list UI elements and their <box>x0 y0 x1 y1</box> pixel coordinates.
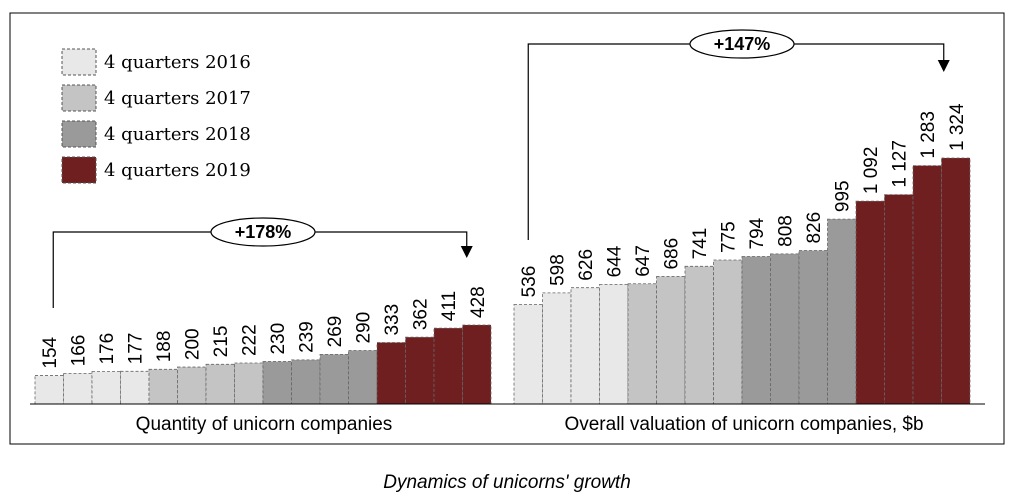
bar-quantity-10 <box>291 359 321 405</box>
value-label-valuation-7: 741 <box>690 228 711 260</box>
value-label-quantity-13: 333 <box>382 304 403 336</box>
value-label-valuation-4: 644 <box>605 245 626 277</box>
value-label-quantity-7: 215 <box>211 326 232 358</box>
bar-valuation-13 <box>855 200 885 405</box>
quantity-axis-label: Quantity of unicorn companies <box>136 414 393 435</box>
bar-valuation-8 <box>713 259 743 405</box>
bar-quantity-3 <box>91 371 121 405</box>
value-label-quantity-6: 200 <box>183 328 204 360</box>
bar-valuation-2 <box>542 292 572 405</box>
bar-quantity-14 <box>405 336 435 405</box>
value-label-valuation-6: 686 <box>662 238 683 270</box>
valuation-growth-annotation: +147% <box>527 29 950 240</box>
value-label-valuation-16: 1 324 <box>947 103 968 151</box>
growth-percent-label: +147% <box>714 34 771 54</box>
bar-quantity-13 <box>376 342 406 405</box>
bar-valuation-10 <box>770 253 800 405</box>
value-label-valuation-9: 794 <box>747 217 768 249</box>
value-label-valuation-1: 536 <box>519 266 540 298</box>
value-label-valuation-12: 995 <box>833 180 854 212</box>
legend-label-3: 4 quarters 2018 <box>104 124 251 145</box>
value-label-valuation-8: 775 <box>719 221 740 253</box>
value-label-valuation-10: 808 <box>776 215 797 247</box>
valuation-bars <box>513 157 971 405</box>
value-label-quantity-12: 290 <box>354 312 375 344</box>
value-label-quantity-1: 154 <box>40 336 61 368</box>
quantity-bars <box>34 324 492 405</box>
bar-quantity-15 <box>433 327 463 405</box>
value-label-valuation-15: 1 283 <box>918 111 939 159</box>
growth-percent-label: +178% <box>235 222 292 242</box>
bar-valuation-14 <box>884 194 914 405</box>
value-label-quantity-14: 362 <box>411 298 432 330</box>
bar-valuation-9 <box>741 256 771 405</box>
value-label-valuation-2: 598 <box>548 254 569 286</box>
value-label-quantity-11: 269 <box>325 316 346 348</box>
bar-quantity-16 <box>462 324 492 405</box>
bar-quantity-4 <box>120 370 150 405</box>
bar-quantity-5 <box>148 368 178 405</box>
valuation-axis-label: Overall valuation of unicorn companies, … <box>564 414 923 435</box>
bar-quantity-11 <box>319 353 349 405</box>
growth-badge <box>689 29 795 59</box>
bar-valuation-11 <box>798 250 828 405</box>
bar-quantity-1 <box>34 375 64 405</box>
chart-caption: Dynamics of unicorns' growth <box>383 472 631 493</box>
value-label-quantity-8: 222 <box>240 324 261 356</box>
bar-quantity-7 <box>205 363 235 405</box>
value-label-valuation-3: 626 <box>576 249 597 281</box>
bar-valuation-6 <box>656 276 686 405</box>
legend-swatch-2 <box>61 84 97 112</box>
value-label-quantity-4: 177 <box>126 333 147 365</box>
value-label-quantity-16: 428 <box>468 286 489 318</box>
value-label-quantity-9: 230 <box>268 323 289 355</box>
growth-arrow-head <box>460 246 473 258</box>
bar-quantity-12 <box>348 350 378 405</box>
legend-label-1: 4 quarters 2016 <box>104 52 251 73</box>
value-label-valuation-11: 826 <box>804 212 825 244</box>
bar-valuation-16 <box>941 157 971 405</box>
value-label-quantity-5: 188 <box>154 331 175 363</box>
valuation-value-labels: 536 598 626 644 647 686 741 775 794 808 826 995 1 09… <box>519 103 968 297</box>
value-label-valuation-13: 1 092 <box>861 147 882 195</box>
legend-label-2: 4 quarters 2017 <box>104 88 251 109</box>
legend-swatch-1 <box>61 48 97 76</box>
bar-valuation-7 <box>684 265 714 405</box>
legend-label-4: 4 quarters 2019 <box>104 160 251 181</box>
value-label-valuation-5: 647 <box>633 245 654 277</box>
legend-swatch-4 <box>61 156 97 184</box>
bar-valuation-3 <box>570 287 600 405</box>
growth-badge <box>210 217 316 247</box>
bar-valuation-15 <box>912 165 942 405</box>
bar-quantity-8 <box>234 362 264 405</box>
bar-valuation-4 <box>599 283 629 405</box>
value-label-quantity-15: 411 <box>439 291 460 321</box>
legend-swatch-3 <box>61 120 97 148</box>
quantity-value-labels: 154 166 176 177 188 200 215 222 230 239 269 290 333 3… <box>40 286 489 368</box>
bar-valuation-1 <box>513 304 543 405</box>
bar-quantity-9 <box>262 361 292 405</box>
valuation-chart: 536 598 626 644 647 686 741 775 794 808 826 995 1 09… <box>513 29 971 435</box>
value-label-valuation-14: 1 127 <box>890 140 911 188</box>
legend: 4 quarters 2016 4 quarters 2017 4 quarters… <box>61 48 251 184</box>
value-label-quantity-2: 166 <box>69 335 90 367</box>
bar-quantity-6 <box>177 366 207 405</box>
value-label-quantity-3: 176 <box>97 333 118 365</box>
bar-valuation-5 <box>627 283 657 405</box>
quantity-growth-annotation: +178% <box>52 217 473 308</box>
bar-quantity-2 <box>63 372 93 405</box>
growth-arrow-head <box>937 60 950 72</box>
quantity-chart: 154 166 176 177 188 200 215 222 230 239 269 290 333 3… <box>34 217 492 435</box>
bar-valuation-12 <box>827 218 857 405</box>
value-label-quantity-10: 239 <box>297 321 318 353</box>
